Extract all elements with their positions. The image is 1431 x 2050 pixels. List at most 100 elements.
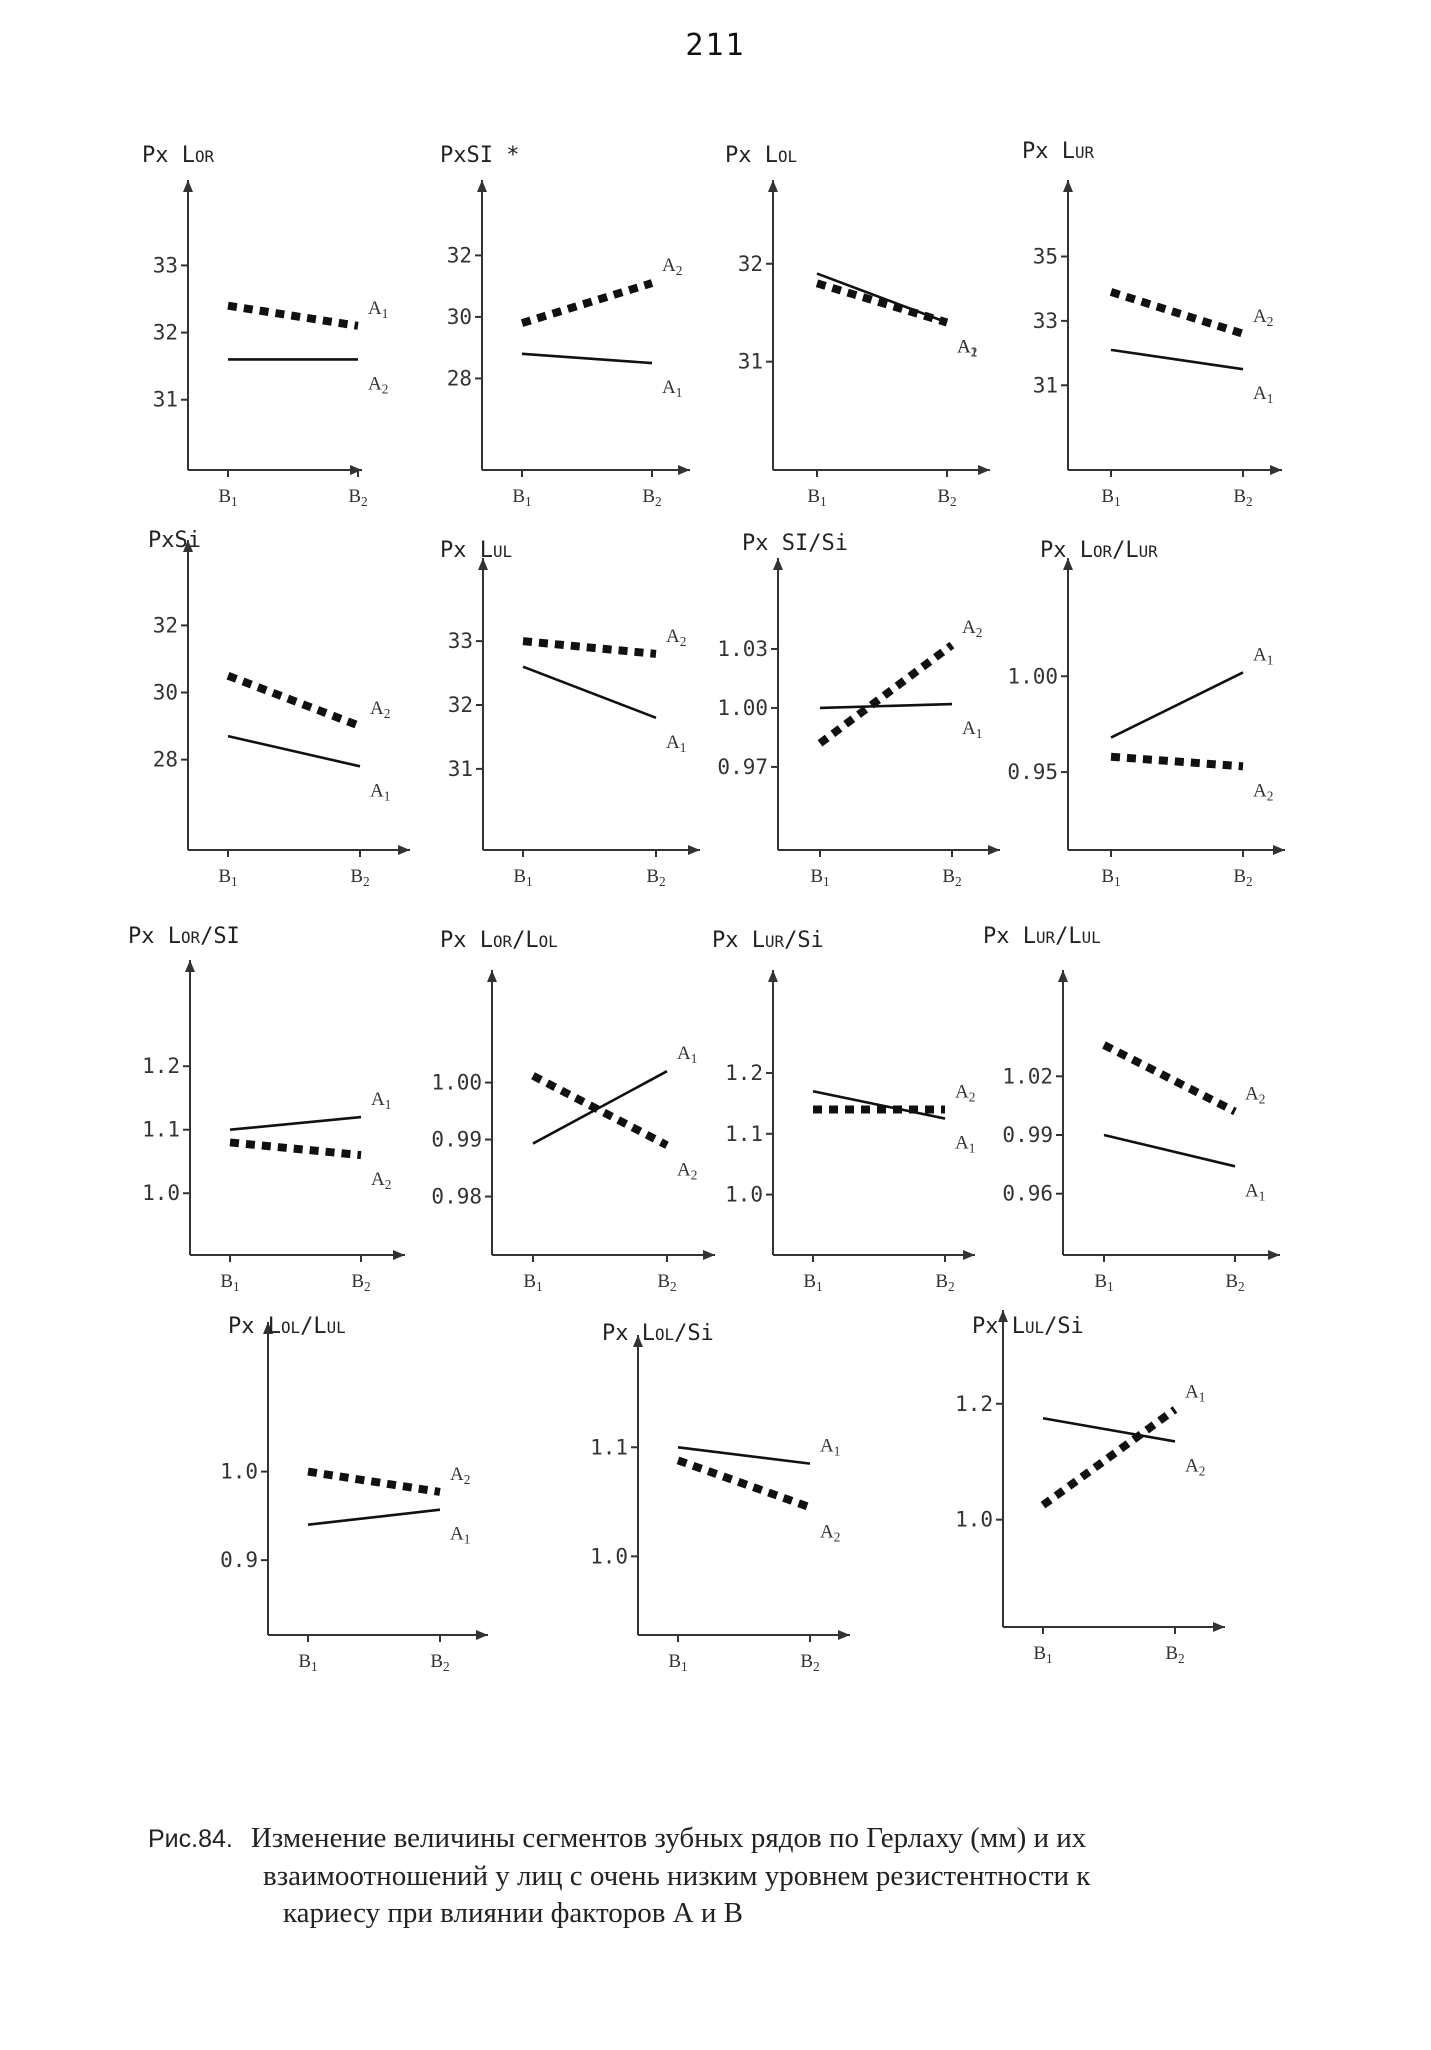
y-tick-label: 30 [153, 681, 178, 705]
series-label-a2: A2 [955, 1081, 975, 1104]
series-label-a2: A2 [1245, 1084, 1265, 1107]
chart-panel-14: Px LOL/Si 1.1 1.0 B1 B2 A1 A2 [590, 1321, 850, 1674]
series-line-a2 [1110, 752, 1244, 771]
y-axis-label: Px LUL/Si [972, 1314, 1084, 1339]
y-tick-label: 31 [448, 757, 473, 781]
series-label-a2: A2 [662, 255, 682, 278]
x-tick-label: B2 [657, 1271, 676, 1294]
y-tick-label: 1.1 [590, 1435, 628, 1459]
y-tick-label: 32 [153, 613, 178, 637]
y-axis-label: Px LOL/LUL [228, 1314, 346, 1339]
x-tick-label: B2 [348, 486, 367, 509]
series-label-a2: A2 [1253, 780, 1273, 803]
series-label-a1: A1 [371, 1089, 391, 1112]
series-label-a1: A1 [1253, 383, 1273, 406]
figure-caption: Рис.84. Изменение величины сегментов зубн… [148, 1820, 1308, 1932]
y-axis-arrow [1063, 558, 1073, 570]
series-label-a1: A1 [1253, 644, 1273, 667]
chart-panel-8: Px LOR/LUR 1.00 0.95 B1 B2 A1 A2 [1007, 538, 1285, 889]
series-label-a1: A1 [666, 732, 686, 755]
y-tick-label: 31 [1033, 373, 1058, 397]
series-line-a1 [1103, 1133, 1236, 1168]
y-axis-label: Px LOR/SI [128, 924, 240, 949]
series-label-a1: A1 [962, 718, 982, 741]
series-label-a1: A1 [955, 1133, 975, 1156]
series-line-a2 [531, 1072, 669, 1149]
x-tick-label: B2 [642, 486, 661, 509]
x-tick-label: B2 [350, 866, 369, 889]
y-axis-arrow [183, 180, 193, 192]
y-axis-arrow [478, 558, 488, 570]
x-axis-arrow [1270, 465, 1282, 475]
y-tick-label: 35 [1033, 245, 1058, 269]
x-axis-arrow [1273, 845, 1285, 855]
series-label-a1: A1 [957, 337, 977, 360]
x-tick-label: B1 [1101, 486, 1120, 509]
y-tick-label: 30 [447, 305, 472, 329]
x-axis-arrow [688, 845, 700, 855]
series-line-a2 [676, 1456, 812, 1512]
x-axis-arrow [398, 845, 410, 855]
x-tick-label: B1 [807, 486, 826, 509]
series-label-a2: A2 [820, 1521, 840, 1544]
y-tick-label: 0.99 [1002, 1123, 1053, 1147]
page-number: 211 [685, 28, 746, 63]
x-tick-label: B2 [1165, 1643, 1184, 1666]
y-axis-label: PxSi [148, 528, 201, 553]
x-axis-arrow [703, 1250, 715, 1260]
chart-grid: Px LOR 33 32 31 B1 B2 A1 A2 PxSI * 32 30 28 B1 B2 A2 A1… [128, 139, 1285, 1674]
y-axis-arrow [1063, 180, 1073, 192]
x-axis-arrow [476, 1630, 488, 1640]
y-axis-arrow [633, 1335, 643, 1347]
y-axis-arrow [263, 1322, 273, 1334]
series-line-a2 [817, 641, 955, 747]
chart-panel-7: Px SI/Si 1.03 1.00 0.97 B1 B2 A1 A2 [717, 531, 1000, 889]
series-label-a2: A2 [1185, 1455, 1205, 1478]
y-tick-label: 1.0 [220, 1460, 258, 1484]
series-label-a2: A2 [450, 1464, 470, 1487]
series-label-a2: A2 [371, 1169, 391, 1192]
y-axis-label: PxSI * [440, 143, 519, 168]
chart-panel-1: Px LOR 33 32 31 B1 B2 A1 A2 [142, 143, 388, 509]
y-tick-label: 32 [447, 243, 472, 267]
x-tick-label: B1 [1094, 1271, 1113, 1294]
series-label-a1: A1 [677, 1043, 697, 1066]
y-tick-label: 1.03 [717, 637, 768, 661]
x-tick-label: B1 [512, 486, 531, 509]
y-tick-label: 33 [1033, 309, 1058, 333]
y-tick-label: 1.2 [725, 1061, 763, 1085]
series-label-a1: A1 [1185, 1382, 1205, 1405]
series-line-a1 [227, 301, 359, 330]
y-axis-label: Px LUR/Si [712, 928, 824, 953]
chart-panel-2: PxSI * 32 30 28 B1 B2 A2 A1 [440, 143, 690, 509]
series-line-a1 [819, 702, 953, 710]
x-tick-label: B2 [1233, 486, 1252, 509]
y-axis-label: Px SI/Si [742, 531, 848, 556]
chart-panel-12: Px LUR/LUL 1.02 0.99 0.96 B1 B2 A2 A1 [983, 924, 1280, 1294]
y-axis-arrow [477, 180, 487, 192]
x-tick-label: B1 [513, 866, 532, 889]
caption-line-1: Изменение величины сегментов зубных рядо… [250, 1822, 1087, 1854]
x-axis-arrow [963, 1250, 975, 1260]
y-axis-label: Px LUL [440, 538, 512, 563]
y-axis-arrow [998, 1310, 1008, 1322]
x-tick-label: B2 [942, 866, 961, 889]
y-tick-label: 1.0 [725, 1183, 763, 1207]
x-axis-arrow [838, 1630, 850, 1640]
series-line-a1 [229, 1115, 362, 1132]
y-tick-label: 32 [153, 321, 178, 345]
series-label-a1: A1 [370, 780, 390, 803]
y-tick-label: 1.1 [142, 1118, 180, 1142]
x-axis-arrow [678, 465, 690, 475]
y-tick-label: 33 [153, 253, 178, 277]
series-label-a1: A1 [662, 377, 682, 400]
series-line-a1 [1110, 348, 1244, 371]
x-tick-label: B1 [668, 1651, 687, 1674]
series-line-a2 [520, 279, 654, 327]
y-tick-label: 1.0 [590, 1544, 628, 1568]
series-line-a1 [307, 1508, 441, 1527]
x-tick-label: B1 [1033, 1643, 1052, 1666]
y-tick-label: 0.97 [717, 755, 768, 779]
x-tick-label: B1 [220, 1271, 239, 1294]
x-axis-arrow [1213, 1622, 1225, 1632]
